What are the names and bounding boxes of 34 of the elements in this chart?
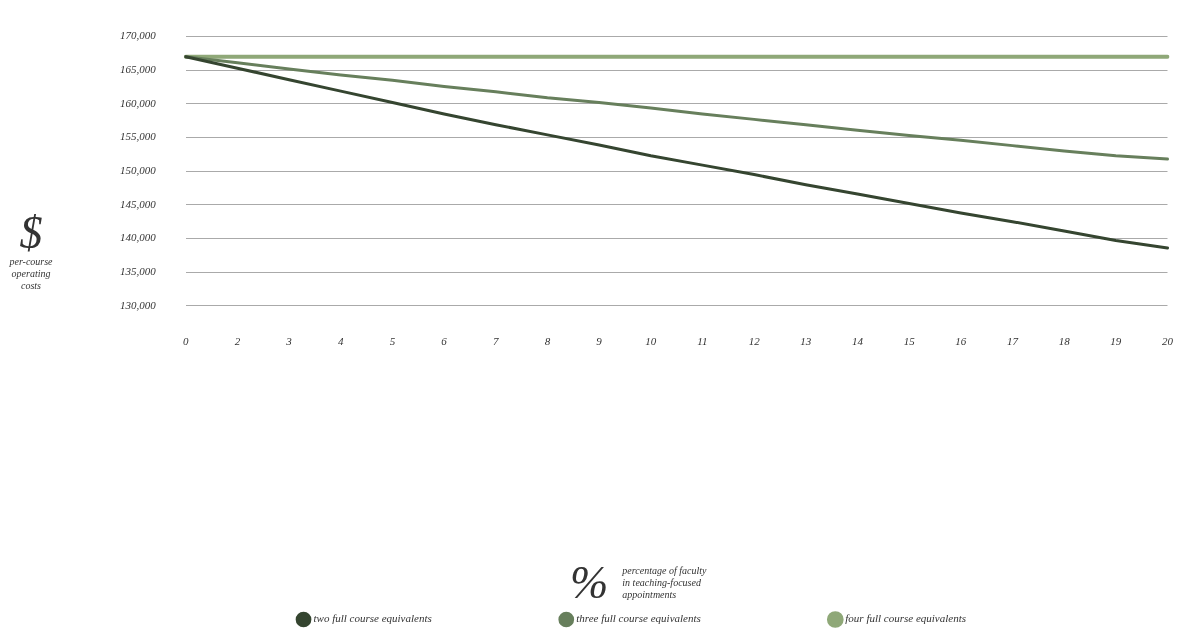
y-tick-label: 150,000 [120, 164, 157, 177]
x-tick-label: 15 [903, 335, 916, 348]
x-tick-label: 20 [1162, 335, 1174, 348]
y-tick-label: 145,000 [120, 197, 157, 210]
y-tick-label: 130,000 [120, 298, 157, 311]
x-tick-label: 10 [645, 335, 657, 348]
legend-label: three full course equivalents [576, 612, 701, 625]
x-tick-label: 19 [1110, 335, 1122, 348]
y-tick-label: 160,000 [120, 96, 157, 109]
x-tick-label: 8 [544, 335, 551, 348]
x-tick-label: 0 [183, 335, 189, 348]
y-axis-title: $ per-course operating costs [8, 207, 54, 292]
y-tick-label: 155,000 [120, 130, 157, 143]
x-tick-label: 13 [800, 335, 812, 348]
x-tick-label: 7 [493, 335, 500, 348]
y-tick-label: 170,000 [120, 29, 157, 42]
x-tick-label: 18 [1058, 335, 1071, 348]
x-tick-label: 5 [389, 335, 396, 348]
x-tick-label: 4 [338, 335, 345, 348]
x-tick-label: 2 [234, 335, 241, 348]
y-tick-label: 135,000 [120, 265, 157, 278]
x-tick-label: 17 [1006, 335, 1019, 348]
y-tick-label: 140,000 [120, 231, 157, 244]
x-axis-title: % percentage of faculty in teaching-focused appointments [570, 557, 707, 608]
y-tick-label: 165,000 [120, 63, 157, 76]
legend-label: four full course equivalents [845, 612, 966, 625]
x-tick-label: 11 [697, 335, 708, 348]
x-tick-label: 12 [748, 335, 761, 348]
x-tick-label: 6 [441, 335, 448, 348]
x-tick-label: 14 [851, 335, 864, 348]
x-tick-label: 16 [955, 335, 967, 348]
x-tick-label: 9 [596, 335, 603, 348]
legend-label: two full course equivalents [313, 612, 432, 625]
x-tick-label: 3 [285, 335, 293, 348]
